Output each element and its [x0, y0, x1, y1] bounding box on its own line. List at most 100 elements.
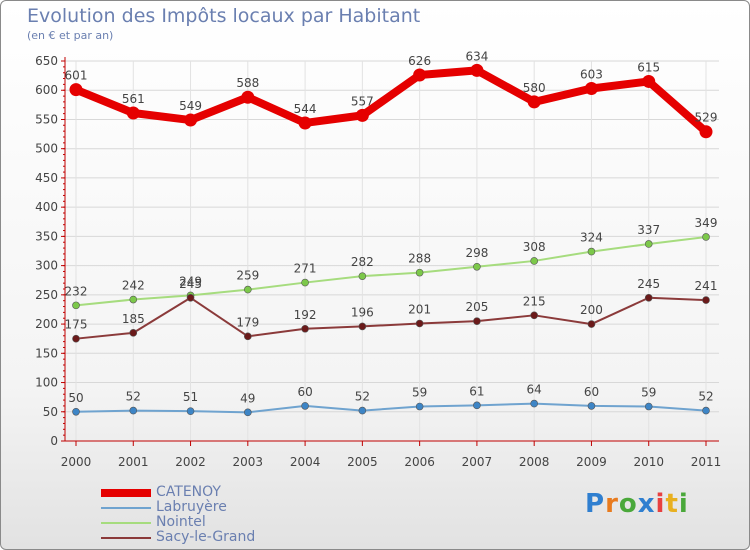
data-point [301, 324, 309, 333]
data-label: 615 [637, 60, 660, 74]
x-tick-label: 2010 [633, 455, 664, 469]
y-tick-label: 300 [35, 259, 58, 273]
data-label: 549 [179, 99, 202, 113]
data-label: 337 [637, 223, 660, 237]
x-tick-label: 2006 [404, 455, 435, 469]
data-point [473, 401, 481, 410]
data-label: 529 [695, 111, 718, 125]
y-tick-label: 400 [35, 200, 58, 214]
data-point [644, 293, 653, 302]
data-point [244, 285, 252, 294]
series-line-labruyère [75, 402, 707, 414]
x-tick-label: 2005 [347, 455, 378, 469]
data-point [530, 399, 538, 408]
data-label: 249 [179, 274, 202, 288]
data-label: 196 [351, 305, 374, 319]
proxiti-logo: Proxiti [585, 489, 689, 519]
data-label: 271 [294, 262, 317, 276]
x-tick-label: 2002 [175, 455, 206, 469]
data-point [129, 406, 138, 415]
data-point [358, 406, 367, 415]
logo-letter: i [655, 489, 666, 519]
data-point [470, 63, 484, 77]
data-point [241, 90, 255, 104]
data-point [415, 319, 424, 328]
data-label: 49 [240, 391, 255, 405]
x-tick-label: 2007 [462, 455, 493, 469]
data-point [584, 81, 598, 95]
data-label: 52 [126, 390, 141, 404]
series-line-nointel [75, 235, 707, 307]
data-label: 259 [236, 269, 259, 283]
data-label: 52 [698, 390, 713, 404]
y-tick-label: 650 [35, 54, 58, 68]
data-label: 61 [469, 384, 484, 398]
logo-letter: t [665, 489, 679, 519]
data-point [358, 272, 367, 280]
data-point [126, 106, 140, 120]
data-label: 51 [183, 390, 198, 404]
data-point [413, 68, 427, 82]
data-point [415, 268, 424, 277]
data-point [702, 406, 710, 415]
data-point [301, 402, 309, 410]
data-label: 626 [408, 54, 431, 68]
y-tick-label: 350 [35, 229, 58, 243]
data-point [244, 332, 252, 341]
data-label: 64 [527, 383, 542, 397]
y-tick-label: 450 [35, 171, 58, 185]
y-tick-label: 500 [35, 142, 58, 156]
data-label: 580 [523, 81, 546, 95]
data-label: 544 [294, 102, 317, 116]
data-point [587, 247, 596, 256]
data-point [72, 301, 80, 310]
data-label: 241 [695, 279, 718, 293]
series-line-catenoy [74, 66, 709, 135]
data-point [129, 295, 138, 304]
data-labels: 50 52 51 49 60 52 59 61 64 60 59 52 232 242 249 259 271 2… [65, 49, 718, 405]
data-label: 232 [65, 284, 88, 298]
y-tick-label: 200 [35, 317, 58, 331]
data-point [527, 95, 541, 109]
logo-letter: r [605, 489, 619, 519]
data-label: 215 [523, 294, 546, 308]
data-label: 349 [695, 216, 718, 230]
axes: 0501001502002503003504004505005506006502… [35, 54, 721, 469]
legend-swatch [101, 522, 151, 524]
x-tick-label: 2000 [61, 455, 92, 469]
data-label: 52 [355, 390, 370, 404]
data-point [530, 311, 538, 320]
data-point [530, 257, 538, 265]
y-tick-label: 550 [35, 112, 58, 126]
legend-swatch [101, 489, 151, 497]
legend-label: Labruyère [156, 499, 227, 515]
x-tick-label: 2001 [118, 455, 149, 469]
logo-letter: o [618, 489, 638, 519]
data-point [644, 402, 653, 411]
series-line-sacy-le-grand [75, 296, 707, 340]
data-point [184, 113, 198, 127]
data-point [587, 402, 596, 410]
x-tick-label: 2004 [290, 455, 321, 469]
data-label: 557 [351, 94, 374, 108]
data-point [473, 262, 481, 271]
y-tick-label: 0 [50, 434, 58, 448]
data-label: 308 [523, 240, 546, 254]
data-label: 60 [584, 385, 599, 399]
data-label: 561 [122, 92, 145, 106]
data-label: 175 [65, 318, 88, 332]
data-label: 245 [179, 277, 202, 291]
data-label: 60 [297, 385, 312, 399]
legend-label: Sacy-le-Grand [156, 529, 256, 545]
data-label: 179 [236, 315, 259, 329]
x-tick-label: 2011 [691, 455, 722, 469]
series [69, 63, 713, 417]
data-point [72, 334, 80, 343]
y-tick-label: 600 [35, 83, 58, 97]
data-point [298, 116, 312, 130]
data-label: 288 [408, 252, 431, 266]
data-label: 634 [465, 49, 488, 63]
chart-title: Evolution des Impôts locaux par Habitant [27, 5, 421, 27]
